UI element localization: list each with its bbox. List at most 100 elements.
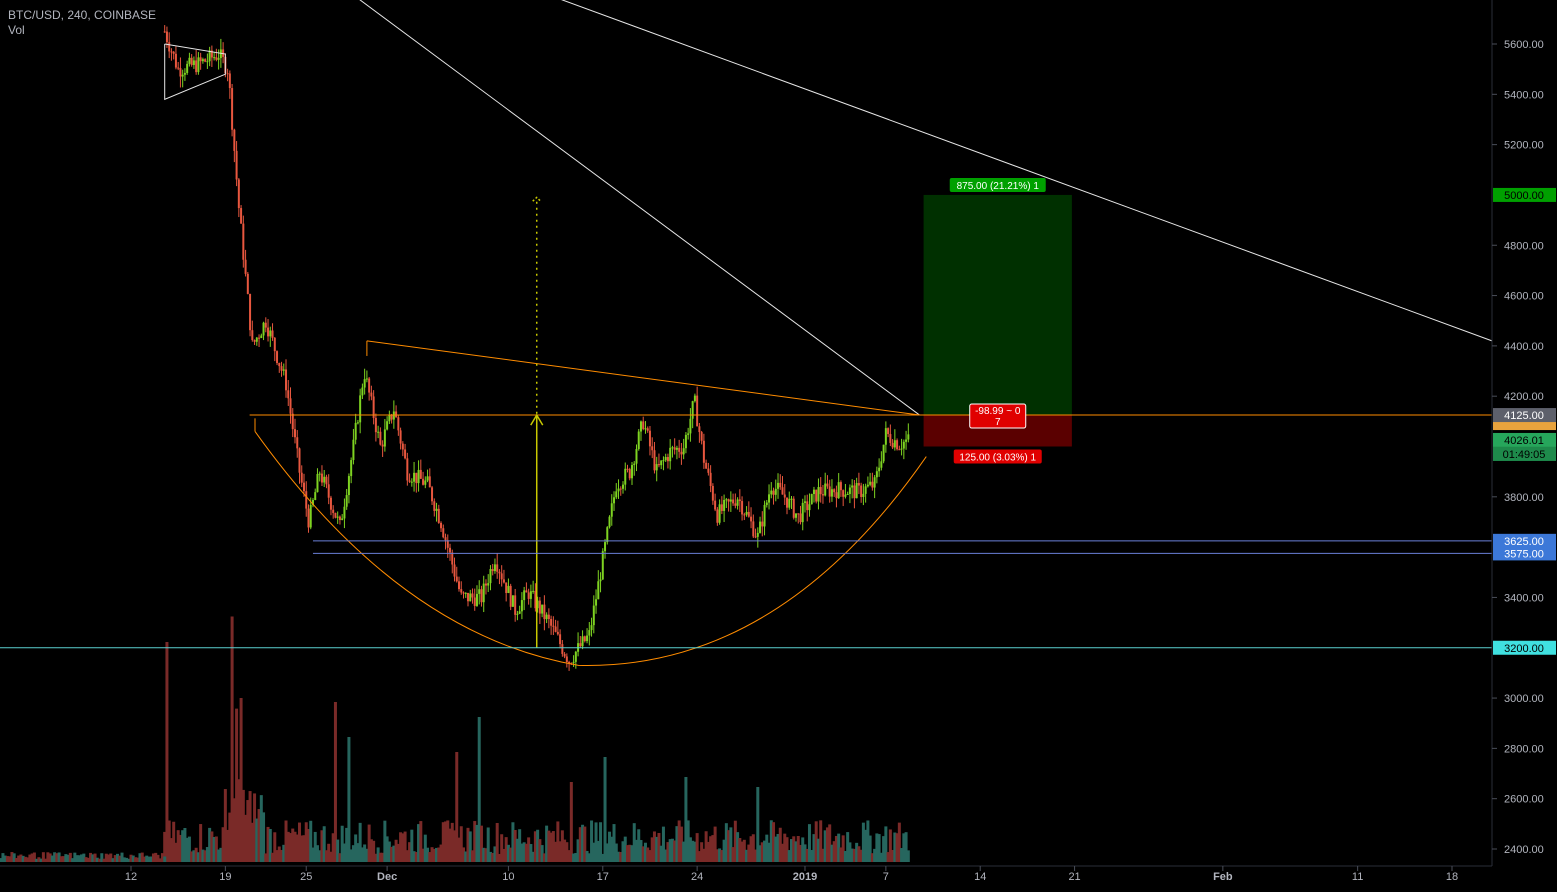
volume-bar bbox=[111, 858, 115, 862]
volume-bar bbox=[329, 851, 333, 862]
volume-bar bbox=[466, 827, 470, 862]
volume-legend[interactable]: Vol bbox=[8, 23, 25, 37]
volume-bar bbox=[183, 827, 187, 862]
candle-body bbox=[550, 619, 553, 626]
volume-bar bbox=[738, 838, 742, 862]
candle-body bbox=[320, 473, 323, 483]
volume-bar bbox=[482, 847, 486, 862]
candle-body bbox=[606, 527, 609, 543]
candle-body bbox=[262, 322, 265, 336]
candle-body bbox=[626, 468, 629, 470]
chart-header: BTC/USD, 240, COINBASE Vol bbox=[8, 8, 156, 38]
y-tick-label: 3000.00 bbox=[1504, 693, 1544, 705]
candle-body bbox=[777, 482, 780, 489]
candle-body bbox=[208, 50, 211, 62]
volume-bar bbox=[893, 832, 897, 862]
candle-body bbox=[179, 68, 182, 77]
volume-bar bbox=[673, 840, 677, 862]
candle-body bbox=[583, 636, 586, 642]
volume-bar bbox=[765, 834, 769, 862]
candle-body bbox=[821, 494, 824, 496]
volume-bar bbox=[679, 826, 683, 862]
candle-body bbox=[581, 636, 584, 647]
candle-body bbox=[471, 593, 474, 598]
volume-bar bbox=[405, 850, 409, 862]
volume-bar bbox=[594, 822, 598, 862]
volume-bar bbox=[720, 850, 724, 862]
candle-body bbox=[498, 571, 501, 574]
volume-bar bbox=[136, 857, 140, 862]
candle-body bbox=[502, 579, 505, 583]
trendline-long bbox=[561, 0, 1493, 342]
candle-body bbox=[808, 504, 811, 511]
candle-body bbox=[449, 547, 452, 553]
volume-bar bbox=[113, 855, 117, 862]
volume-bar bbox=[888, 829, 892, 862]
volume-bar bbox=[201, 849, 205, 862]
volume-bar bbox=[210, 831, 214, 862]
candle-body bbox=[276, 351, 279, 364]
horizontal-levels[interactable]: 5000.00 4125.00 4026.01 01:49:05 3625.003575… bbox=[0, 187, 1556, 655]
candle-body bbox=[285, 369, 288, 391]
volume-bar bbox=[461, 847, 465, 862]
drawings[interactable] bbox=[164, 0, 1493, 666]
candle-body bbox=[891, 442, 894, 448]
volume-bar bbox=[176, 830, 180, 862]
volume-bar bbox=[365, 848, 369, 862]
candle-body bbox=[536, 600, 539, 609]
candle-body bbox=[426, 476, 429, 481]
volume-bar bbox=[192, 850, 196, 862]
target-label-bg bbox=[949, 177, 1046, 192]
candle-body bbox=[199, 57, 202, 62]
candle-body bbox=[174, 53, 177, 68]
candle-body bbox=[446, 540, 449, 548]
candle-body bbox=[873, 477, 876, 488]
volume-bar bbox=[713, 826, 717, 862]
volume-bar bbox=[812, 834, 816, 862]
volume-bar bbox=[246, 800, 250, 862]
candle-body bbox=[455, 576, 458, 582]
candle-body bbox=[624, 468, 627, 485]
candle-body bbox=[480, 589, 483, 603]
volume-bar bbox=[745, 849, 749, 862]
volume-bar bbox=[403, 831, 407, 862]
volume-bar bbox=[567, 850, 571, 862]
price-axis[interactable]: 5600.00 5400.00 5200.00 4800.00 4600.00 4400.… bbox=[1492, 39, 1544, 856]
volume-bar bbox=[432, 848, 436, 862]
volume-bar bbox=[724, 823, 728, 862]
volume-bar bbox=[62, 856, 66, 862]
candle-body bbox=[401, 443, 404, 450]
volume-bar bbox=[581, 824, 585, 862]
volume-bar bbox=[666, 842, 670, 862]
candle-body bbox=[860, 485, 863, 498]
candle-body bbox=[356, 422, 359, 424]
volume-bar bbox=[731, 847, 735, 862]
candle-body bbox=[794, 513, 797, 518]
volume-bar bbox=[122, 857, 126, 862]
volume-bar bbox=[142, 856, 146, 862]
candle-body bbox=[812, 489, 815, 495]
time-axis[interactable]: 12 19 25 Dec 10 17 24 2019 7 14 21 Feb 11 18 bbox=[125, 866, 1458, 883]
volume-bar bbox=[691, 840, 695, 862]
volume-bar bbox=[147, 856, 151, 862]
volume-bar bbox=[77, 855, 81, 862]
candle-body bbox=[869, 481, 872, 485]
volume-bar bbox=[372, 840, 376, 862]
price-label-bg bbox=[1493, 546, 1556, 561]
symbol-title[interactable]: BTC/USD, 240, COINBASE bbox=[8, 8, 157, 22]
candle-body bbox=[736, 499, 739, 506]
volume-bar bbox=[212, 837, 216, 862]
volume-bar bbox=[677, 820, 681, 862]
volume-bar bbox=[46, 852, 50, 862]
volume-bar bbox=[632, 823, 636, 862]
volume-bar bbox=[686, 820, 690, 862]
volume-bar bbox=[41, 852, 45, 862]
candle-body bbox=[597, 581, 600, 600]
volume-bar bbox=[286, 831, 290, 862]
volume-bar bbox=[774, 836, 778, 862]
volume-bar bbox=[798, 844, 802, 862]
candle-body bbox=[902, 441, 905, 449]
candle-body bbox=[639, 421, 642, 432]
